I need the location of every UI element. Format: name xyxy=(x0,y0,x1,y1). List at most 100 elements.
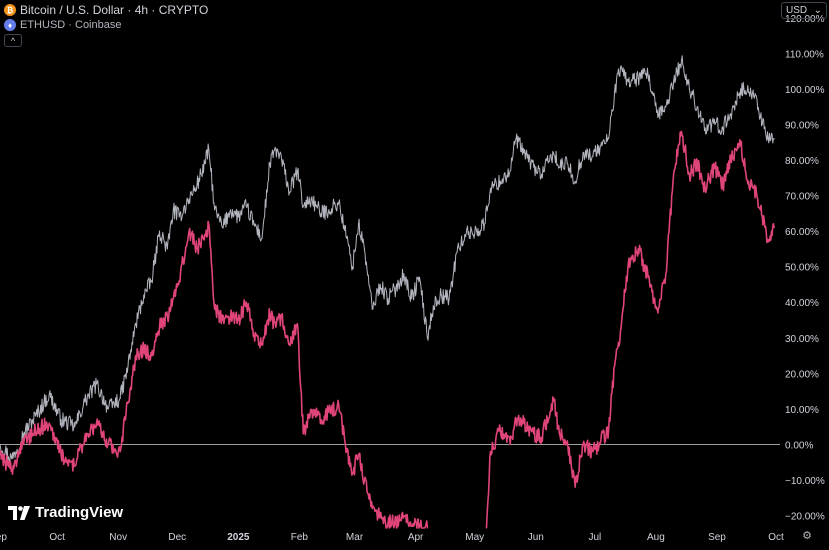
eth-data-point xyxy=(74,465,76,467)
y-tick-label: 120.00% xyxy=(785,14,825,25)
btc-data-point xyxy=(552,152,555,154)
btc-data-point xyxy=(680,59,683,62)
y-tick-label: 50.00% xyxy=(785,263,819,274)
x-axis[interactable]: Sep Oct Nov Dec 2025 Feb Mar Apr May Jun Jul Aug Sep… xyxy=(0,532,784,543)
bitcoin-icon: ₿ xyxy=(4,4,16,16)
eth-data-point xyxy=(338,404,340,406)
y-tick-label: 100.00% xyxy=(785,85,825,96)
eth-data-point xyxy=(34,429,37,431)
btc-data-point xyxy=(245,205,247,207)
eth-data-point xyxy=(95,422,98,424)
btc-data-point xyxy=(11,458,13,460)
btc-data-point xyxy=(253,223,255,225)
btc-data-point xyxy=(338,202,340,204)
btc-data-point xyxy=(119,397,121,399)
eth-data-point xyxy=(48,422,50,424)
tradingview-logo[interactable]: TradingView xyxy=(8,504,123,521)
eth-data-point xyxy=(346,451,348,453)
eth-data-point xyxy=(747,180,750,182)
eth-data-point xyxy=(403,515,405,517)
x-tick-label: Sep xyxy=(0,532,7,543)
legend-main-symbol[interactable]: ₿ Bitcoin / U.S. Dollar · 4h · CRYPTO xyxy=(4,3,208,17)
btc-data-point xyxy=(371,308,373,310)
gear-icon: ⚙ xyxy=(802,529,812,542)
eth-data-point xyxy=(485,527,488,529)
currency-selector[interactable]: USD ⌄ xyxy=(781,2,827,19)
btc-data-point xyxy=(127,365,129,367)
eth-data-point xyxy=(619,330,622,332)
btc-data-point xyxy=(696,106,698,108)
settings-button[interactable]: ⚙ xyxy=(800,528,814,542)
x-tick-label: Feb xyxy=(291,532,309,543)
btc-data-point xyxy=(222,227,224,229)
currency-label: USD xyxy=(786,5,808,16)
eth-data-point xyxy=(722,184,724,186)
btc-data-point xyxy=(592,155,594,157)
eth-data-point xyxy=(637,248,639,250)
eth-data-point xyxy=(558,433,561,435)
btc-data-point xyxy=(747,91,750,93)
btc-data-point xyxy=(566,163,568,165)
btc-data-point xyxy=(208,148,210,150)
eth-data-point xyxy=(541,436,543,438)
compare-symbol-label: ETHUSD · Coinbase xyxy=(20,19,122,31)
btc-data-point xyxy=(214,209,216,211)
btc-data-point xyxy=(288,191,291,193)
eth-data-point xyxy=(328,411,330,413)
eth-data-point xyxy=(302,433,304,435)
btc-data-point xyxy=(483,223,486,225)
eth-data-point xyxy=(188,230,190,232)
btc-data-point xyxy=(627,81,629,83)
btc-data-point xyxy=(328,209,330,211)
btc-data-point xyxy=(229,209,232,211)
btc-data-point xyxy=(23,433,25,435)
y-tick-label: 60.00% xyxy=(785,227,819,238)
x-tick-label: Apr xyxy=(408,532,424,543)
btc-data-point xyxy=(608,138,610,140)
y-tick-label: 10.00% xyxy=(785,405,819,416)
btc-data-point xyxy=(714,123,716,125)
eth-data-point xyxy=(11,468,13,470)
btc-data-point xyxy=(688,88,691,90)
eth-data-point xyxy=(680,131,683,133)
x-tick-label: Oct xyxy=(49,532,65,543)
y-axis[interactable]: 120.00% 110.00% 100.00% 90.00% 80.00% 70.00% 6… xyxy=(785,14,825,523)
eth-data-point xyxy=(222,319,224,321)
eth-data-point xyxy=(261,344,263,346)
btc-data-point xyxy=(395,287,397,289)
btc-data-point xyxy=(761,123,763,125)
eth-data-point xyxy=(673,173,675,175)
eth-data-point xyxy=(761,216,763,218)
btc-data-point xyxy=(196,184,198,186)
eth-data-point xyxy=(229,315,232,317)
eth-data-point xyxy=(704,187,706,189)
btc-data-point xyxy=(448,298,450,300)
eth-data-point xyxy=(627,262,629,264)
btc-data-point xyxy=(237,216,239,218)
x-tick-label: Aug xyxy=(647,532,665,543)
btc-data-point xyxy=(261,237,263,239)
btc-data-point xyxy=(107,408,109,410)
eth-data-point xyxy=(363,479,365,481)
btc-data-point xyxy=(432,305,434,307)
btc-data-point xyxy=(74,426,76,428)
btc-data-point xyxy=(418,276,421,278)
collapse-legend-button[interactable]: ^ xyxy=(4,34,22,47)
tradingview-logo-text: TradingView xyxy=(35,504,124,521)
series-lines xyxy=(0,55,775,529)
btc-data-point xyxy=(296,170,298,172)
eth-data-point xyxy=(773,227,775,229)
btc-data-point xyxy=(403,273,405,275)
btc-data-point xyxy=(558,166,561,168)
eth-data-point xyxy=(158,326,161,328)
btc-data-point xyxy=(204,163,206,165)
x-tick-label: May xyxy=(465,532,484,543)
legend-compare-symbol[interactable]: ♦ ETHUSD · Coinbase xyxy=(4,19,121,31)
btc-data-point xyxy=(275,148,277,150)
btc-data-point xyxy=(172,209,174,211)
btc-data-point xyxy=(352,266,354,268)
btc-data-point xyxy=(302,205,304,207)
eth-data-point xyxy=(767,241,769,243)
